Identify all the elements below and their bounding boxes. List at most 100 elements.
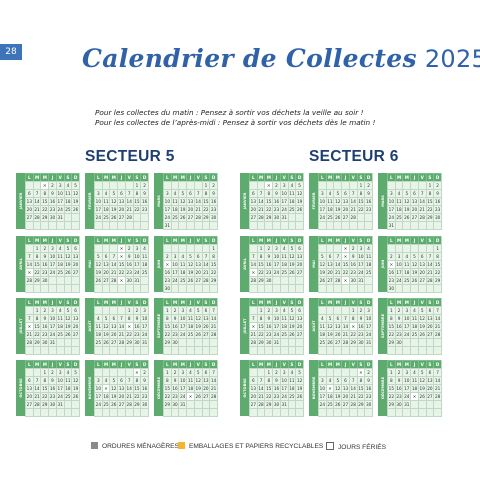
empty-cell [193,346,202,354]
day-cell: 5 [417,306,426,314]
empty-cell [178,244,187,252]
empty-cell [71,221,79,229]
holiday-cell: ✕ [25,268,33,276]
day-cell: 25 [170,213,179,221]
day-cell: 1 [356,181,365,189]
month-name: SEPTEMBRE [380,313,385,339]
empty-cell [48,346,56,354]
day-cell: 14 [25,260,33,268]
day-cell: 12 [94,260,102,268]
month-label: JUIN [154,236,163,292]
day-cell: 19 [193,322,202,330]
day-cell: 14 [256,384,265,392]
day-cell: 22 [40,392,49,400]
empty-cell [63,221,72,229]
empty-cell [341,368,349,376]
weekday-header: S [63,236,72,244]
day-cell: 27 [71,268,79,276]
weekday-header: L [318,360,326,368]
month-calendar: OCTOBRE L M M J V S D 1 2 3 4 5 6 7 8 9 10 11 12 13 14 15 16 17 1… [240,360,304,417]
day-cell: 13 [295,252,303,260]
day-cell: 9 [264,252,273,260]
month-calendar: JANVIER L M M J V S D ✕ 2 3 4 5 6 7 8 9 10 11 12 13 14 15 16 17 1… [16,173,80,230]
day-cell: 21 [209,322,217,330]
empty-cell [170,284,179,292]
month-name: FÉVRIER [311,192,316,210]
holiday-cross-icon [326,442,334,450]
empty-cell [201,221,210,229]
weekday-header: J [272,236,280,244]
day-cell: 22 [256,330,265,338]
day-cell: 5 [193,306,202,314]
day-cell: 10 [364,314,372,322]
month-label: DÉCEMBRE [378,360,387,416]
empty-cell [387,181,395,189]
day-cell: 27 [201,392,210,400]
day-cell: 12 [325,322,334,330]
day-cell: 20 [101,268,110,276]
day-cell: 2 [40,306,49,314]
legend-emballages-label: EMBALLAGES ET PAPIERS RECYCLABLES [189,443,324,450]
day-cell: 12 [417,376,426,384]
empty-cell [201,400,210,408]
day-cell: 3 [55,368,64,376]
month-name: JANVIER [242,192,247,210]
day-cell: 26 [63,268,72,276]
day-cell: 4 [318,314,326,322]
day-cell: 13 [101,260,110,268]
day-cell: 14 [433,314,441,322]
day-cell: 14 [348,197,357,205]
day-cell: 26 [186,276,194,284]
day-cell: 26 [410,276,418,284]
empty-cell [318,368,326,376]
empty-cell [295,400,303,408]
weekday-header: M [256,298,265,306]
day-cell: 3 [387,189,395,197]
day-cell: 7 [25,314,33,322]
day-cell: 7 [249,252,257,260]
day-cell: 23 [163,276,171,284]
day-cell: 19 [287,322,296,330]
legend-feries: JOURS FÉRIÉS [326,442,386,453]
holiday-cell: ✕ [249,322,257,330]
day-cell: 12 [63,252,72,260]
empty-cell [410,400,418,408]
day-cell: 31 [356,276,365,284]
empty-cell [140,276,148,284]
empty-cell [71,213,79,221]
day-cell: 16 [48,197,56,205]
empty-cell [117,181,125,189]
weekday-header: J [48,360,56,368]
empty-cell [402,181,411,189]
day-cell: 19 [417,322,426,330]
day-cell: 13 [249,384,257,392]
empty-cell [356,346,365,354]
day-cell: 7 [256,189,265,197]
day-cell: 6 [425,306,434,314]
day-cell: 23 [364,392,372,400]
day-cell: 14 [425,260,434,268]
empty-cell [32,368,41,376]
title-text: Calendrier de Collectes [82,44,417,73]
day-cell: 27 [186,213,194,221]
month-label: MARS [154,173,163,229]
day-cell: 5 [63,244,72,252]
month-name: DÉCEMBRE [380,376,385,400]
empty-cell [410,244,418,252]
day-cell: 9 [394,376,403,384]
day-cell: 14 [124,384,133,392]
month-name: OCTOBRE [18,378,23,398]
day-cell: 30 [272,400,280,408]
day-cell: 1 [387,306,395,314]
day-cell: 14 [348,384,357,392]
day-cell: 6 [101,252,110,260]
day-cell: 10 [178,376,187,384]
weekday-header: S [287,298,296,306]
month-calendar: AOÛT L M M J V S D 1 2 3 4 5 6 7 8 9 10 11 12 13 14 ✕ 16 17 18 19 2… [309,298,373,355]
month-label: JANVIER [240,173,249,229]
day-cell: 15 [163,384,171,392]
day-cell: 11 [55,314,64,322]
empty-cell [417,284,426,292]
month-calendar: AVRIL L M M J V S D 1 2 3 4 5 6 7 8 9 10 11 12 13 14 15 16 17 18 1… [16,236,80,293]
empty-cell [94,408,102,416]
